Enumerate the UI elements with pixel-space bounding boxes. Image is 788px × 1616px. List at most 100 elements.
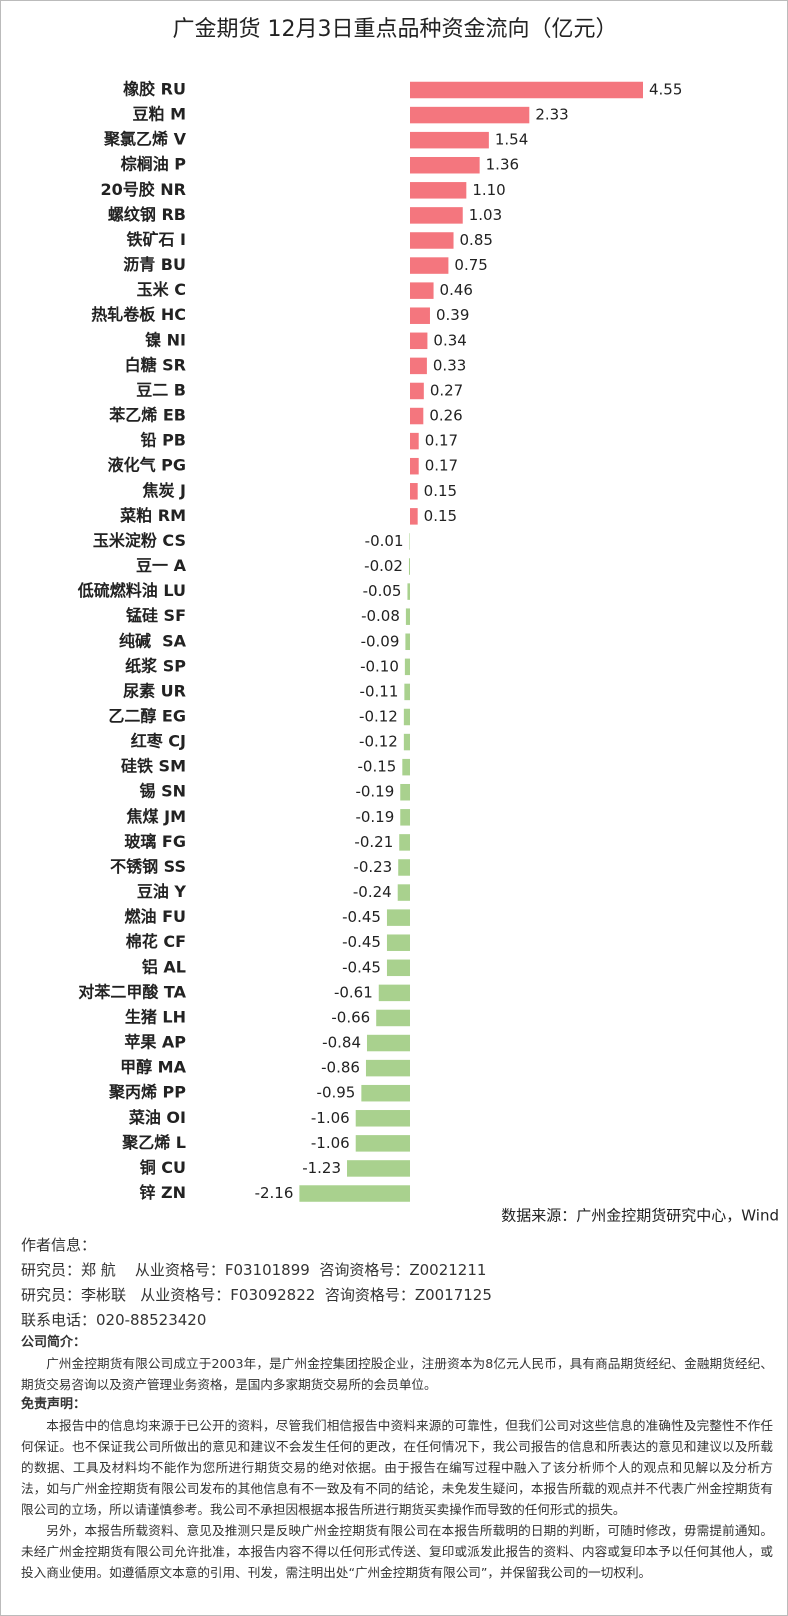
category-label: 沥青 BU [123, 255, 186, 274]
category-label: 低硫燃料油 LU [77, 581, 186, 600]
category-label: 燃油 FU [125, 907, 187, 926]
bar [409, 533, 410, 550]
source: 数据来源：广州金控期货研究中心，Wind [501, 1207, 779, 1225]
bar [405, 633, 410, 651]
bar [410, 508, 418, 525]
value-label: -0.84 [322, 1034, 361, 1052]
category-label: 玻璃 FG [124, 832, 186, 851]
category-label: 纯碱 SA [119, 631, 187, 650]
category-label: 豆一 A [136, 556, 187, 575]
category-label: 焦煤 JM [126, 807, 186, 826]
category-label: 白糖 SR [125, 355, 186, 374]
value-label: 0.26 [429, 407, 462, 425]
bar [410, 131, 489, 149]
category-label: 锌 ZN [139, 1183, 186, 1202]
bar [404, 658, 410, 676]
bar [405, 608, 410, 625]
bar [402, 758, 410, 776]
value-label: -0.45 [342, 958, 381, 976]
category-label: 聚氯乙烯 V [103, 130, 187, 149]
value-label: -0.01 [365, 532, 404, 550]
author-heading: 作者信息： [21, 1236, 97, 1254]
disclaimer-text: 另外，本报告所载资料、意见及推测只是反映广州金控期货有限公司在本报告所载明的日期… [21, 1523, 773, 1580]
value-label: -0.09 [361, 632, 400, 650]
value-label: -0.21 [354, 833, 393, 851]
value-label: -1.23 [302, 1159, 341, 1177]
value-label: -0.10 [360, 657, 399, 675]
value-label: -0.19 [355, 783, 394, 801]
value-label: -1.06 [311, 1109, 350, 1127]
bar [410, 407, 424, 425]
value-label: 1.03 [469, 206, 502, 224]
bar [403, 733, 410, 751]
chart-title: 广金期货 12月3日重点品种资金流向（亿元） [173, 17, 618, 42]
category-label: 玉米淀粉 CS [93, 531, 186, 550]
company-text: 广州金控期货有限公司成立于2003年，是广州金控集团控股企业，注册资本为8亿元人… [21, 1356, 773, 1392]
category-label: 纸浆 SP [125, 656, 186, 675]
category-label: 20号胶 NR [100, 180, 186, 199]
value-label: -0.05 [363, 582, 402, 600]
bar [376, 1009, 410, 1027]
value-label: -0.08 [361, 607, 400, 625]
bar [386, 909, 410, 926]
bar [386, 959, 410, 977]
value-label: 1.54 [495, 131, 528, 149]
category-label: 硅铁 SM [121, 757, 186, 776]
category-label: 棕榈油 P [121, 155, 187, 174]
bar [400, 783, 410, 801]
category-label: 锰硅 SF [126, 606, 186, 625]
bar [355, 1135, 410, 1152]
bar [386, 934, 410, 951]
value-label: 0.15 [424, 482, 457, 500]
category-label: 橡胶 RU [123, 80, 186, 99]
value-label: -1.06 [311, 1134, 350, 1152]
phone: 联系电话：020-88523420 [21, 1311, 207, 1329]
value-label: -0.11 [360, 682, 399, 700]
bar [397, 884, 410, 901]
value-label: -0.45 [342, 908, 381, 926]
category-label: 聚乙烯 L [121, 1133, 186, 1152]
value-label: -0.12 [359, 733, 398, 751]
bar [410, 182, 467, 199]
category-label: 棉花 CF [126, 932, 186, 951]
researcher: 研究员：郑 航 从业资格号：F03101899 咨询资格号：Z0021211 [21, 1261, 487, 1279]
bar [410, 232, 454, 249]
bar [410, 382, 424, 400]
bar [410, 156, 480, 174]
value-label: 1.10 [472, 181, 505, 199]
bar [399, 834, 410, 851]
category-label: 液化气 PG [108, 456, 186, 475]
bar [410, 432, 419, 450]
value-label: 0.75 [454, 256, 487, 274]
value-label: -0.19 [355, 808, 394, 826]
bar [398, 859, 410, 876]
category-label: 苹果 AP [124, 1033, 186, 1052]
bar [299, 1185, 410, 1202]
value-label: -0.86 [321, 1059, 360, 1077]
bar [408, 558, 410, 575]
bar [366, 1034, 410, 1052]
bar [410, 81, 643, 99]
value-label: 0.27 [430, 381, 463, 399]
category-label: 铅 PB [141, 431, 187, 450]
value-label: 1.36 [486, 156, 519, 174]
bar [404, 683, 410, 701]
value-label: 0.46 [440, 281, 473, 299]
category-label: 乙二醇 EG [108, 707, 186, 726]
category-label: 豆二 B [136, 380, 186, 399]
category-label: 生猪 LH [125, 1007, 186, 1026]
category-label: 焦炭 J [141, 481, 186, 500]
bar [407, 583, 410, 600]
category-label: 铜 CU [140, 1158, 186, 1177]
category-label: 铝 AL [142, 957, 186, 976]
category-label: 菜粕 RM [119, 506, 186, 525]
value-label: 0.33 [433, 356, 466, 374]
value-label: 0.34 [433, 331, 466, 349]
category-label: 苯乙烯 EB [108, 406, 186, 425]
value-label: -0.45 [342, 933, 381, 951]
category-label: 豆粕 M [133, 105, 187, 124]
category-label: 红枣 CJ [131, 732, 186, 751]
value-label: -0.23 [353, 858, 392, 876]
bar [400, 809, 410, 826]
